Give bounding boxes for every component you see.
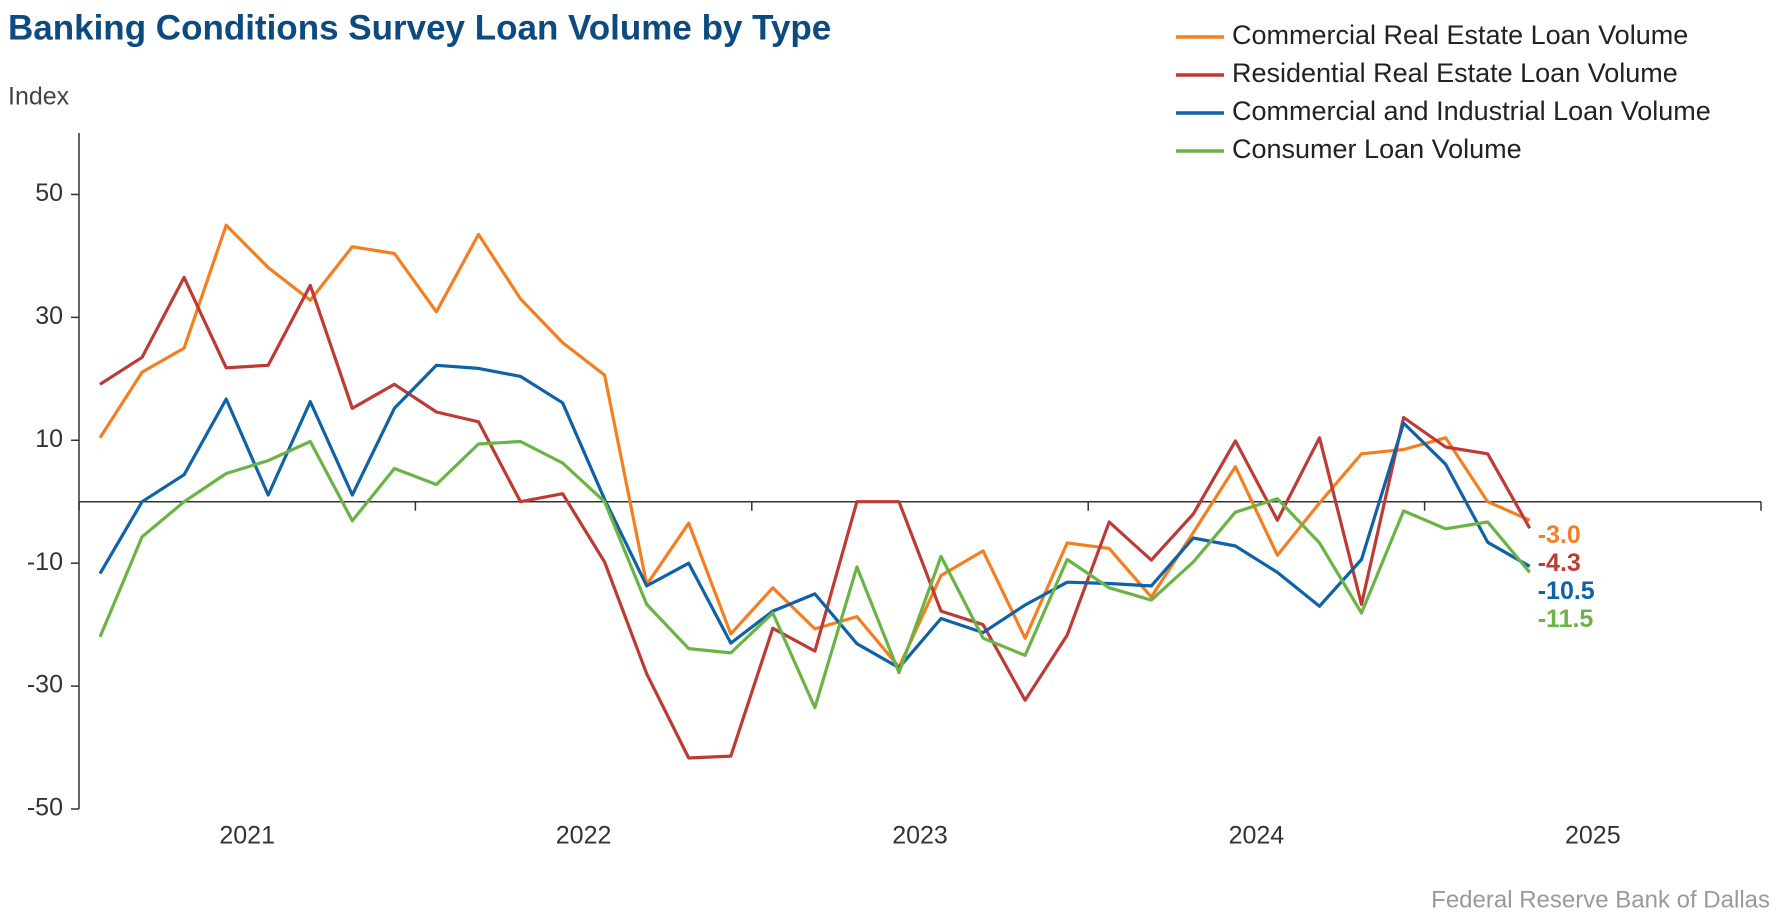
y-tick-label: 30 [35,302,63,330]
chart-title: Banking Conditions Survey Loan Volume by… [8,8,831,47]
source: Federal Reserve Bank of Dallas [1431,886,1770,913]
y-tick-label: 10 [35,425,63,453]
x-tick-label: 2021 [219,822,275,850]
y-tick-label: 50 [35,179,63,207]
y-axis-label: Index [8,83,70,111]
legend-label: Commercial and Industrial Loan Volume [1232,96,1711,126]
x-tick-label: 2023 [892,822,948,850]
end-label: -10.5 [1538,577,1595,605]
x-tick-label: 2024 [1229,822,1285,850]
y-tick-label: -30 [27,671,63,699]
legend-label: Consumer Loan Volume [1232,134,1522,164]
y-tick-label: -50 [27,794,63,822]
end-label: -11.5 [1538,605,1594,633]
series-line [98,223,1531,669]
legend-label: Commercial Real Estate Loan Volume [1232,20,1688,50]
series-line [98,439,1531,710]
series-line [99,275,1532,760]
x-tick-label: 2022 [556,822,612,850]
y-tick-label: -10 [27,548,63,576]
x-tick-label: 2025 [1565,822,1621,850]
legend-label: Residential Real Estate Loan Volume [1232,58,1678,88]
end-label: -3.0 [1538,521,1581,549]
end-label: -4.3 [1538,549,1581,577]
series-line [98,363,1531,670]
